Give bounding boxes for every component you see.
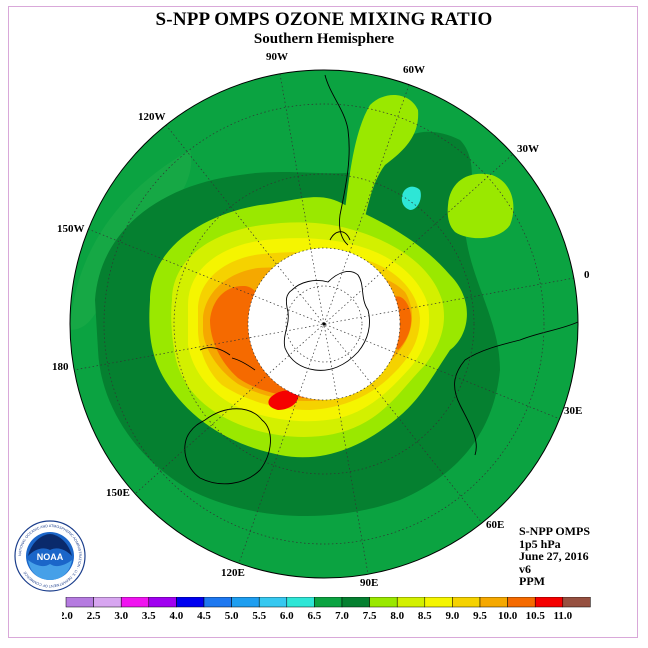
colorbar-swatch	[203, 597, 232, 608]
colorbar-tick-label: 5.5	[252, 610, 266, 622]
meridian-150w-30e	[87, 228, 561, 420]
coast-south-america	[324, 74, 350, 246]
contour-10-0-west	[210, 285, 341, 398]
contour-7-5-tongue	[345, 94, 419, 235]
lat-circle-4	[103, 103, 545, 545]
lon-label-60e: 60E	[486, 519, 504, 531]
colorbar-tick-label: 10.0	[498, 610, 518, 622]
coast-antarctic-peninsula	[329, 231, 351, 241]
lon-label-150e: 150E	[106, 487, 130, 499]
info-date: June 27, 2016	[519, 549, 589, 563]
coastlines	[184, 74, 579, 485]
lat-circle-inner	[285, 285, 363, 363]
lat-circle-3	[173, 173, 475, 475]
colorbar-tick-label: 11.0	[553, 610, 572, 622]
colorbar-tick-label: 4.5	[197, 610, 211, 622]
map-title: S-NPP OMPS OZONE MIXING RATIO	[155, 9, 493, 30]
colorbar-tick-label: 10.5	[526, 610, 546, 622]
latitude-circles	[103, 103, 545, 545]
product-info: S-NPP OMPS 1p5 hPa June 27, 2016 v6 PPM	[519, 525, 590, 588]
colorbar: 2.0 2.5 3.0 3.5 4.0 4.5 5.0 5.5 6.0 6.5 7.0 7.5 8.0 8…	[62, 597, 591, 622]
contour-7-5-blob	[447, 173, 514, 239]
info-level: 1p5 hPa	[519, 536, 561, 551]
colorbar-tick-label: 7.5	[363, 610, 377, 622]
lon-label-120w: 120W	[138, 111, 166, 123]
noaa-logo: NOAA NATIONAL OCEANIC AND ATMOSPHERIC AD…	[14, 520, 86, 592]
colorbar-tick-label: 8.5	[418, 610, 432, 622]
colorbar-swatch	[286, 597, 315, 608]
colorbar-swatch	[562, 597, 591, 608]
colorbar-tick-label: 2.0	[62, 610, 73, 622]
coast-australia	[184, 408, 271, 485]
colorbar-swatch	[93, 597, 122, 608]
colorbar-tick-label: 8.0	[390, 610, 404, 622]
page-frame	[8, 6, 638, 638]
colorbar-swatch	[507, 597, 536, 608]
colorbar-tick-label: 4.0	[170, 610, 184, 622]
meridian-0-180	[73, 277, 575, 371]
lon-label-90w: 90W	[266, 51, 288, 63]
contour-6-0-patch	[401, 186, 421, 210]
lat-circle-2	[247, 247, 401, 401]
info-instrument: S-NPP OMPS	[519, 524, 590, 538]
colorbar-swatch	[258, 597, 288, 608]
lon-label-60w: 60W	[403, 64, 425, 76]
lon-label-180: 180	[52, 361, 69, 373]
colorbar-swatch	[314, 597, 343, 608]
lon-label-30w: 30W	[517, 143, 539, 155]
map-disk-outline	[69, 69, 579, 579]
colorbar-swatch	[176, 597, 205, 608]
meridian-60w-120e	[238, 84, 410, 564]
colorbar-tick-label: 2.5	[87, 610, 101, 622]
colorbar-swatch	[65, 597, 94, 608]
colorbar-swatch	[120, 597, 150, 608]
coast-new-zealand	[199, 347, 256, 371]
lon-label-30e: 30E	[564, 405, 582, 417]
colorbar-tick-label: 6.0	[280, 610, 294, 622]
coast-africa	[454, 321, 579, 456]
colorbar-swatch	[396, 597, 426, 608]
colorbar-tick-label: 3.5	[142, 610, 156, 622]
lon-label-150w: 150W	[57, 223, 85, 235]
colorbar-tick-label: 7.0	[335, 610, 349, 622]
colorbar-tick-label: 9.0	[446, 610, 460, 622]
colorbar-tick-label: 3.0	[114, 610, 128, 622]
colorbar-swatch	[231, 597, 260, 608]
contour-10-5-core	[268, 390, 299, 410]
lon-label-120e: 120E	[221, 567, 245, 579]
colorbar-tick-label: 6.5	[308, 610, 322, 622]
info-version: v6	[519, 561, 531, 576]
colorbar-swatch	[424, 597, 453, 608]
colorbar-swatch	[341, 597, 370, 608]
colorbar-swatch	[148, 597, 177, 608]
meridian-90w-90e	[279, 73, 369, 575]
south-pole-marker	[322, 322, 326, 326]
lon-label-90e: 90E	[360, 577, 378, 589]
lon-label-0: 0	[584, 269, 590, 281]
colorbar-tick-label: 5.0	[225, 610, 239, 622]
colorbar-swatch	[369, 597, 398, 608]
info-units: PPM	[519, 574, 545, 588]
colorbar-swatch	[479, 597, 508, 608]
map-subtitle: Southern Hemisphere	[253, 31, 395, 47]
colorbar-tick-label: 9.5	[473, 610, 487, 622]
colorbar-swatches	[65, 597, 591, 608]
colorbar-ticks: 2.0 2.5 3.0 3.5 4.0 4.5 5.0 5.5 6.0 6.5 7.0 7.5 8.0 8…	[62, 610, 573, 622]
colorbar-swatch	[452, 597, 481, 608]
colorbar-swatch	[534, 597, 564, 608]
coast-antarctica	[283, 271, 370, 371]
logo-text: NOAA	[37, 552, 64, 562]
meridian-120w-60e	[165, 124, 483, 524]
